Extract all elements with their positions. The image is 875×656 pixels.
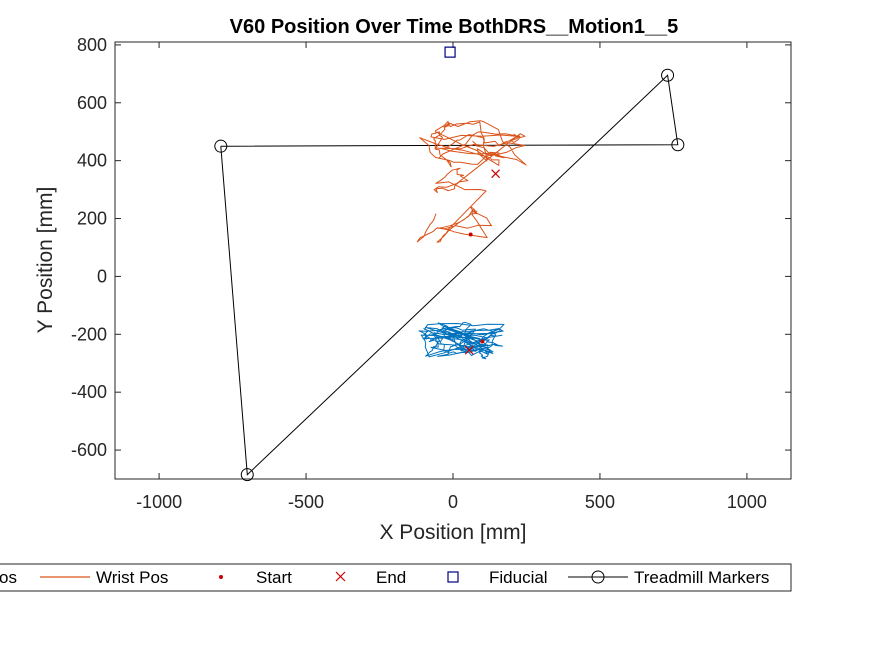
treadmill-marker — [661, 68, 675, 82]
treadmill-marker — [240, 468, 254, 482]
x-tick-label: -500 — [288, 492, 324, 512]
treadmill-marker — [214, 139, 228, 153]
legend-label-end: End — [376, 568, 406, 587]
legend-box — [0, 563, 792, 592]
x-tick-label: -1000 — [136, 492, 182, 512]
chart-title: V60 Position Over Time BothDRS__Motion1_… — [230, 16, 679, 38]
treadmill-marker — [671, 138, 685, 152]
y-tick-label: 0 — [97, 266, 107, 286]
x-tick-label: 500 — [585, 492, 615, 512]
x-axis: -1000 -500 0 500 1000 — [136, 42, 767, 512]
y-axis-label: Y Position [mm] — [34, 187, 57, 334]
x-tick-label: 0 — [448, 492, 458, 512]
wrist-end-marker — [491, 169, 501, 179]
series-layer — [214, 46, 685, 482]
y-tick-label: 600 — [77, 93, 107, 113]
y-tick-label: -600 — [71, 440, 107, 460]
legend-label-wrist: Wrist Pos — [96, 568, 168, 587]
fiducial-marker — [444, 46, 456, 58]
wrist-trace — [416, 120, 527, 243]
legend-label-treadmill: Treadmill Markers — [634, 568, 769, 587]
legend-label-os: os — [0, 568, 17, 587]
legend-swatch-fiducial — [447, 571, 459, 583]
legend-label-fiducial: Fiducial — [489, 568, 548, 587]
legend-swatch-end — [335, 571, 346, 582]
plot-area-frame — [114, 41, 792, 480]
wrist-start-marker — [468, 232, 473, 237]
os-start-marker — [480, 339, 485, 344]
legend-swatch-treadmill — [568, 570, 628, 584]
treadmill-outline — [220, 74, 679, 476]
y-tick-label: 200 — [77, 209, 107, 229]
os-trace — [418, 321, 505, 360]
y-tick-label: 400 — [77, 151, 107, 171]
x-axis-label: X Position [mm] — [379, 521, 526, 544]
x-tick-label: 1000 — [727, 492, 767, 512]
y-tick-label: 800 — [77, 35, 107, 55]
legend-swatch-start — [219, 575, 223, 579]
y-tick-label: -200 — [71, 324, 107, 344]
legend-label-start: Start — [256, 568, 292, 587]
y-axis: -600 -400 -200 0 200 400 600 800 — [71, 35, 791, 460]
y-tick-label: -400 — [71, 382, 107, 402]
legend: os Wrist Pos Start End Fiducial Treadmil… — [0, 563, 792, 592]
os-end-marker — [464, 345, 474, 355]
